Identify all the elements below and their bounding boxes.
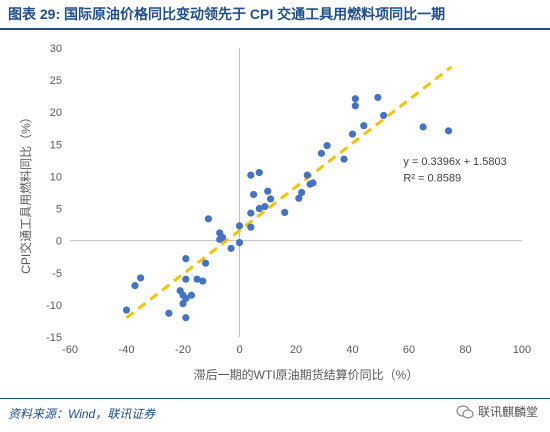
data-point xyxy=(264,187,272,195)
data-point xyxy=(351,95,359,103)
data-point xyxy=(419,123,427,131)
data-point xyxy=(247,171,255,179)
x-tick-label: 60 xyxy=(403,344,415,356)
wechat-icon xyxy=(456,404,474,419)
trendline xyxy=(125,65,453,319)
data-point xyxy=(235,238,244,247)
x-tick-label: -60 xyxy=(62,344,78,356)
data-point xyxy=(182,255,190,263)
footer-divider xyxy=(0,398,550,399)
x-tick-label: -20 xyxy=(175,344,191,356)
x-tick-label: 0 xyxy=(236,344,242,356)
data-point xyxy=(348,130,357,138)
y-tick-label: 15 xyxy=(50,139,62,151)
x-tick-label: 40 xyxy=(346,344,358,356)
watermark-label: 联讯麒麟堂 xyxy=(477,405,538,419)
data-point xyxy=(317,149,326,157)
y-tick-label: 20 xyxy=(50,107,62,119)
trendline-r2: R² = 0.8589 xyxy=(403,173,461,185)
data-point xyxy=(295,194,303,202)
data-point xyxy=(298,188,306,197)
x-tick-label: 20 xyxy=(290,344,302,356)
y-tick-label: -10 xyxy=(46,300,62,312)
data-point xyxy=(199,277,207,285)
data-point xyxy=(340,155,348,163)
watermark: 联讯麒麟堂 xyxy=(456,403,538,420)
y-tick-label: 5 xyxy=(56,204,62,216)
data-point xyxy=(193,275,201,283)
y-tick-label: 25 xyxy=(50,75,62,87)
data-point xyxy=(204,215,213,223)
data-point xyxy=(122,306,131,314)
y-tick-label: -5 xyxy=(52,268,62,280)
trendline-equation: y = 0.3396x + 1.5803 xyxy=(403,156,506,168)
data-point xyxy=(374,93,382,102)
data-point xyxy=(444,127,453,135)
y-tick-label: -15 xyxy=(46,332,62,344)
y-tick-label: 0 xyxy=(56,236,62,248)
data-point xyxy=(247,209,255,217)
data-point xyxy=(261,203,269,211)
data-point xyxy=(218,233,227,242)
source-note: 资料来源：Wind，联讯证券 xyxy=(8,407,156,421)
data-point xyxy=(351,102,359,110)
data-point xyxy=(131,282,139,290)
data-point xyxy=(227,244,235,252)
data-point xyxy=(379,111,388,120)
y-tick-label: 10 xyxy=(50,171,62,183)
data-point xyxy=(323,142,331,150)
data-point xyxy=(182,314,190,322)
data-point xyxy=(255,168,263,177)
x-tick-label: 80 xyxy=(459,344,471,356)
data-point xyxy=(165,309,173,317)
scatter-chart: -60 -40 -20 0 20 40 60 80 100 -15 -10 -5 0 5 10 15 20 25 3… xyxy=(18,43,531,382)
data-point xyxy=(250,190,258,199)
plot-area: -60 -40 -20 0 20 40 60 80 100 -15 -10 -5 0 5 10 15 20 25 3… xyxy=(18,43,531,382)
y-axis-title: CPI交通工具用燃料同比（%） xyxy=(18,111,33,274)
x-tick-label: -40 xyxy=(119,344,135,356)
data-point xyxy=(202,259,210,267)
x-tick-label: 100 xyxy=(513,344,531,356)
data-point xyxy=(360,122,368,130)
chart-title: 图表 29: 国际原油价格同比变动领先于 CPI 交通工具用燃料项同比一期 xyxy=(8,6,446,22)
data-point xyxy=(281,208,289,217)
data-point xyxy=(182,275,190,283)
data-point xyxy=(247,223,255,231)
data-point xyxy=(187,291,196,299)
data-point xyxy=(137,274,145,282)
data-point xyxy=(235,222,244,230)
title-divider xyxy=(0,28,550,30)
data-point xyxy=(255,204,263,213)
data-point xyxy=(182,294,190,303)
data-point xyxy=(309,179,317,187)
y-tick-label: 30 xyxy=(50,43,62,55)
data-point xyxy=(303,171,311,179)
data-point xyxy=(266,195,275,203)
x-axis-title: 滞后一期的WTI原油期货结算价同比（%） xyxy=(194,367,419,382)
